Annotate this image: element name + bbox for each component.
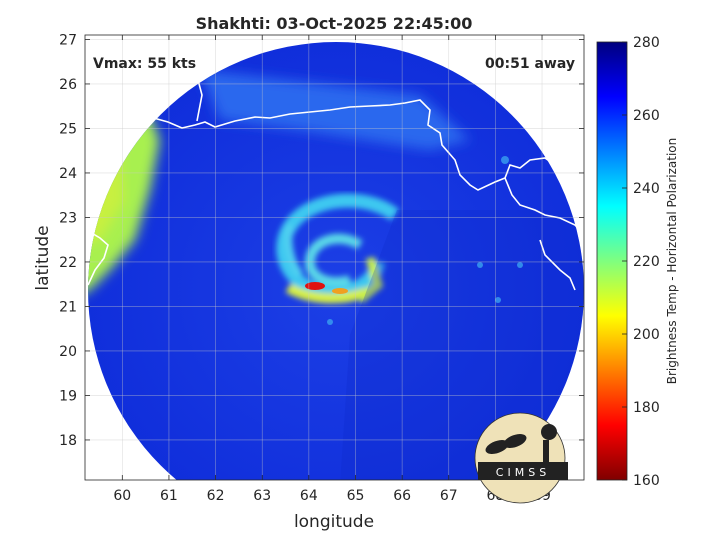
time-away-annotation: 00:51 away: [485, 56, 575, 72]
coastline-north: [85, 99, 576, 191]
y-tick-label: 20: [59, 344, 77, 360]
spiral-band-inner: [305, 233, 363, 287]
y-tick-label: 27: [59, 32, 77, 48]
y-tick-label: 24: [59, 166, 77, 182]
spiral-bands: [276, 193, 400, 304]
spiral-band-west: [284, 224, 304, 278]
colorbar-tick-label: 260: [633, 108, 660, 124]
grid: [85, 35, 584, 480]
logo-dish-left: [485, 440, 509, 454]
y-tick-label: 23: [59, 210, 77, 226]
coastlines: [85, 39, 581, 291]
colorbar-tick-label: 220: [633, 254, 660, 270]
convection-specks: [327, 156, 523, 325]
vmax-annotation: Vmax: 55 kts: [93, 56, 196, 72]
coastline-northeast: [504, 177, 581, 231]
y-tick-label: 22: [59, 255, 77, 271]
x-tick-label: 61: [160, 488, 178, 504]
colorbar-tick-label: 200: [633, 327, 660, 343]
y-axis-label: latitude: [33, 225, 53, 290]
colorbar-tick-label: 180: [633, 400, 660, 416]
spiral-band-outer: [276, 193, 400, 300]
speck: [327, 319, 333, 325]
colorbar-label: Brightness Temp - Horizontal Polarizatio…: [665, 138, 679, 385]
axes-box: [84, 34, 585, 481]
eyewall-min: [305, 282, 325, 290]
x-axis-label: longitude: [294, 512, 374, 532]
speck: [495, 297, 501, 303]
y-tick-label: 25: [59, 121, 77, 137]
x-tick-label: 62: [207, 488, 225, 504]
logo-text: CIMSS: [496, 466, 550, 479]
logo-banner: [478, 462, 568, 480]
y-tick-label: 26: [59, 77, 77, 93]
colorbar-tick-label: 240: [633, 181, 660, 197]
colorbar-ticks: 280 260 240 220 200 180 160: [622, 35, 660, 489]
speck: [501, 156, 509, 164]
coastline-east: [539, 239, 576, 291]
x-tick-label: 67: [440, 488, 458, 504]
y-tick-label: 18: [59, 433, 77, 449]
logo-tower: [543, 440, 549, 464]
x-tick-label: 65: [347, 488, 365, 504]
eyewall-warm-spot: [332, 288, 348, 294]
logo-dish-right: [503, 434, 527, 448]
y-ticks: 18 19 20 21 22 23 24 25 26 27: [59, 32, 584, 449]
x-tick-label: 63: [253, 488, 271, 504]
x-ticks: 60616263646566676869: [113, 35, 551, 504]
eyewall-band-east: [357, 256, 384, 304]
speck: [517, 262, 523, 268]
logo-tank: [541, 424, 557, 440]
border-northeast: [561, 39, 571, 63]
microwave-image: [85, 39, 584, 480]
y-tick-label: 21: [59, 299, 77, 315]
x-tick-label: 66: [393, 488, 411, 504]
speck: [477, 262, 483, 268]
coastline-west: [85, 221, 109, 286]
chart-title: Shakhti: 03-Oct-2025 22:45:00: [196, 14, 473, 33]
colorbar-tick-label: 160: [633, 473, 660, 489]
colorbar-tick-label: 280: [633, 35, 660, 51]
border-north: [196, 39, 281, 122]
x-tick-label: 64: [300, 488, 318, 504]
cimss-logo: CIMSS: [474, 412, 568, 504]
x-tick-label: 60: [113, 488, 131, 504]
y-tick-label: 19: [59, 388, 77, 404]
